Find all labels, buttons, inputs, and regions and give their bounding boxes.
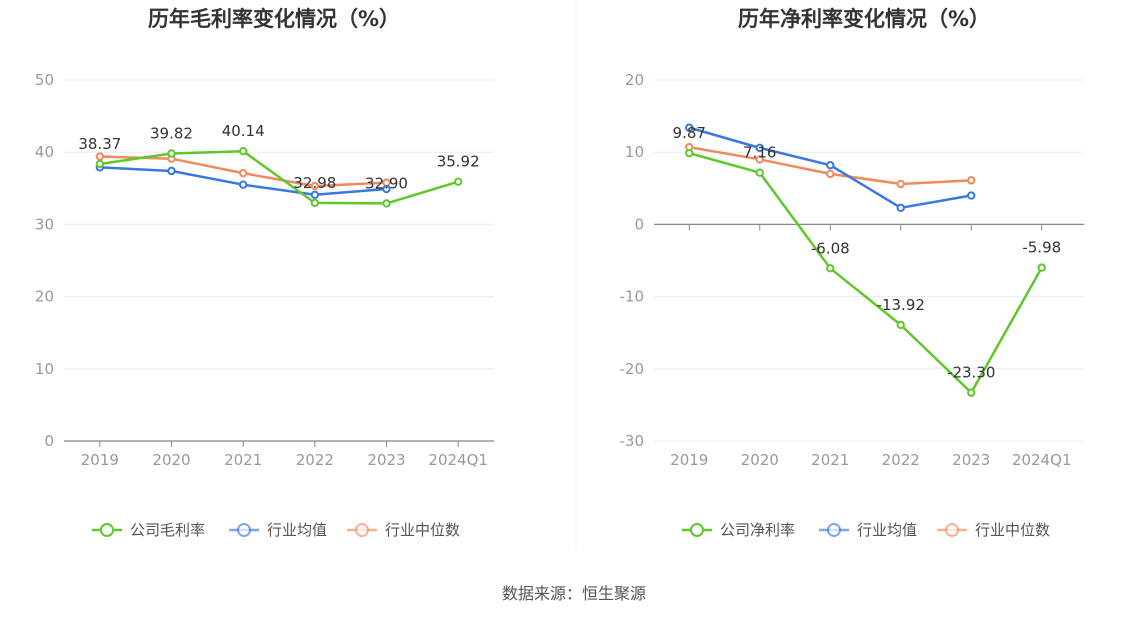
data-point-avg	[685, 123, 694, 132]
legend-item-company: 公司毛利率	[92, 521, 205, 539]
data-point-company	[95, 159, 105, 169]
data-point-median	[95, 152, 105, 161]
legend-item-avg: 行业均值	[819, 521, 917, 539]
y-tick-label: 0	[44, 432, 54, 450]
legend-marker-icon	[100, 523, 114, 537]
data-point-median	[310, 181, 320, 191]
data-point-median	[755, 155, 764, 164]
series-line-company	[688, 151, 1043, 394]
data-label: -23.30	[947, 364, 995, 382]
x-tick-label: 2023	[952, 451, 990, 469]
y-tick-label: -30	[620, 432, 645, 450]
legend-label: 行业中位数	[385, 521, 460, 539]
y-tick-label: 50	[35, 71, 54, 89]
y-tick-label: 30	[35, 215, 54, 233]
legend-item-median: 行业中位数	[937, 521, 1050, 539]
legend-marker-icon	[690, 523, 704, 537]
legend-item-avg: 行业均值	[229, 521, 327, 539]
data-point-avg	[755, 143, 764, 153]
data-point-median	[896, 179, 905, 189]
data-point-company	[310, 198, 320, 208]
data-point-company	[382, 199, 391, 208]
legend-marker-icon	[827, 523, 841, 537]
data-source-note: 数据来源：恒生聚源	[501, 584, 646, 603]
x-tick-label: 2020	[741, 451, 779, 469]
chart-title: 历年毛利率变化情况（%）	[148, 7, 400, 31]
legend-label: 公司毛利率	[130, 521, 205, 539]
data-label: 35.92	[437, 153, 480, 171]
x-tick-label: 2020	[152, 451, 190, 469]
y-tick-label: 10	[625, 143, 644, 161]
x-tick-label: 2024Q1	[1012, 451, 1072, 469]
x-tick-label: 2021	[811, 451, 849, 469]
data-label: -13.92	[877, 296, 925, 314]
legend-marker-icon	[237, 523, 251, 537]
x-tick-label: 2022	[882, 451, 920, 469]
x-tick-label: 2019	[81, 451, 119, 469]
data-label: -5.98	[1022, 239, 1061, 257]
data-label: 38.37	[78, 135, 121, 153]
data-point-company	[685, 148, 694, 158]
legend-label: 行业中位数	[975, 521, 1050, 539]
data-point-company	[167, 149, 176, 158]
y-tick-label: 40	[35, 143, 54, 161]
data-point-company	[453, 177, 463, 186]
data-label: 32.90	[365, 174, 408, 192]
data-point-avg	[826, 160, 835, 170]
data-point-avg	[310, 190, 320, 199]
data-label: 9.87	[673, 124, 706, 142]
y-tick-label: 0	[634, 215, 644, 233]
data-point-avg	[967, 191, 976, 200]
chart-panel-1: 历年毛利率变化情况（%） 0 10 20 30 40 50 2019 2020 2021 2022 2…	[35, 7, 494, 539]
x-tick-label: 2022	[296, 451, 334, 469]
data-label: 39.82	[150, 124, 193, 142]
chart-title: 历年净利率变化情况（%）	[738, 7, 990, 31]
x-tick-label: 2023	[367, 451, 405, 469]
data-point-avg	[167, 166, 176, 176]
data-point-avg	[238, 180, 248, 189]
legend-marker-icon	[945, 523, 959, 537]
data-point-median	[238, 168, 248, 178]
legend-item-median: 行业中位数	[347, 521, 460, 539]
data-point-company	[896, 320, 905, 330]
data-point-company	[755, 168, 764, 177]
chart-panel-2: 历年净利率变化情况（%） -30 -20 -10 0 10 20 2019 2020 2021 20…	[620, 7, 1084, 539]
data-point-company	[1037, 263, 1046, 272]
legend-label: 公司净利率	[720, 521, 795, 539]
x-tick-label: 2024Q1	[428, 451, 488, 469]
y-tick-label: 10	[35, 360, 54, 378]
data-point-avg	[382, 184, 391, 194]
data-label: 7.16	[743, 144, 776, 162]
data-point-company	[826, 264, 835, 273]
data-point-avg	[896, 203, 905, 212]
series-line-company	[99, 149, 459, 205]
y-tick-label: -10	[620, 288, 645, 306]
x-tick-label: 2019	[670, 451, 708, 469]
legend-item-company: 公司净利率	[682, 521, 795, 539]
data-point-company	[967, 388, 976, 397]
legend-marker-icon	[355, 523, 369, 537]
data-point-company	[238, 146, 248, 156]
data-label: 40.14	[222, 122, 265, 140]
data-point-median	[967, 176, 976, 185]
x-tick-label: 2021	[224, 451, 262, 469]
y-tick-label: -20	[620, 360, 645, 378]
y-tick-label: 20	[625, 71, 644, 89]
y-tick-label: 20	[35, 288, 54, 306]
data-point-median	[826, 169, 835, 179]
legend-label: 行业均值	[267, 521, 327, 539]
data-label: -6.08	[811, 239, 850, 257]
legend-label: 行业均值	[857, 521, 917, 539]
data-label: 32.98	[293, 174, 336, 192]
